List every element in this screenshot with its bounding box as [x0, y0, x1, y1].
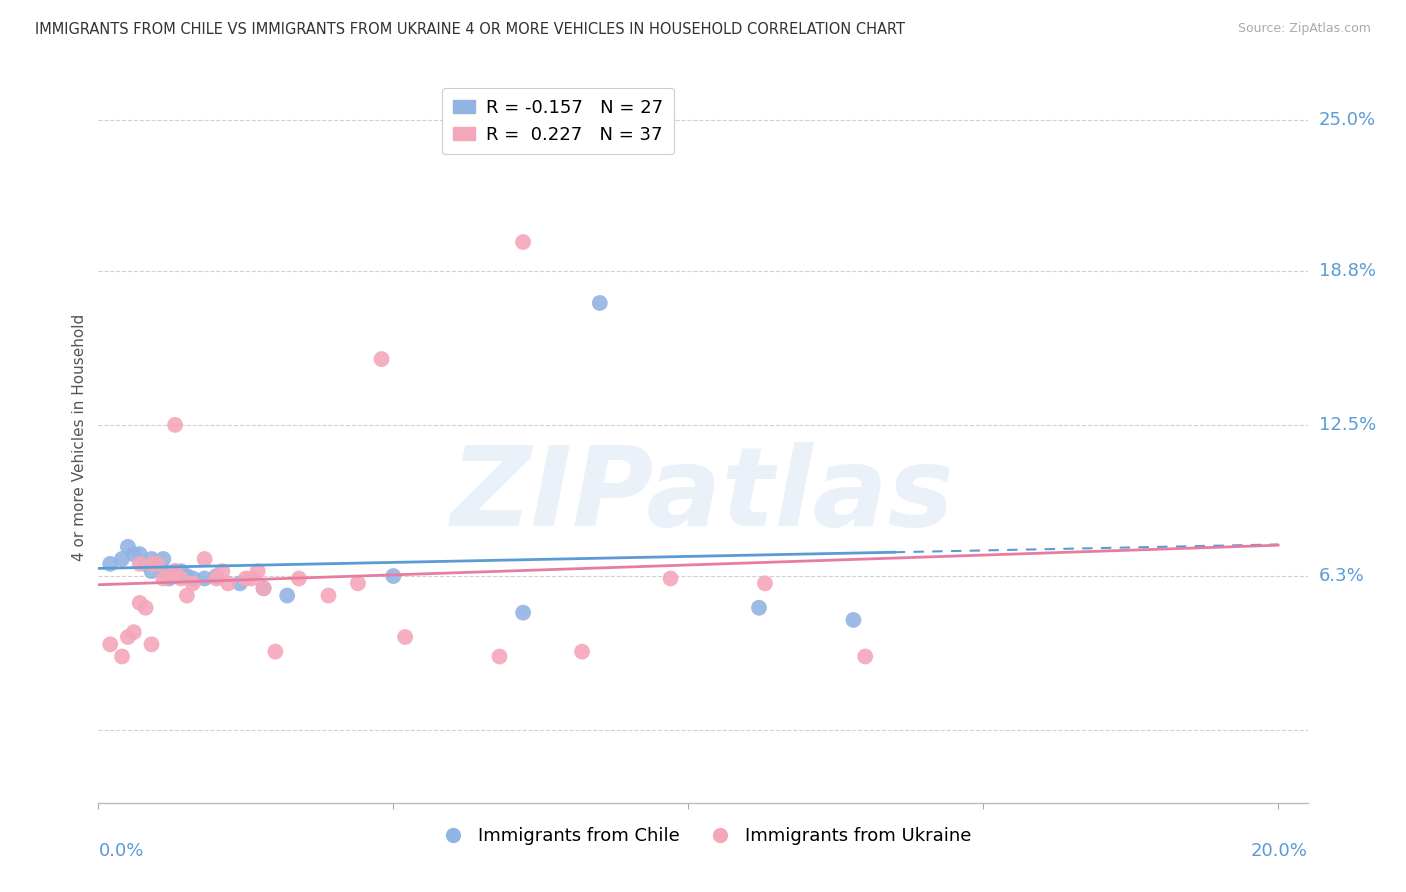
Point: [165, 417, 187, 432]
Text: 6.3%: 6.3%: [1319, 567, 1364, 585]
Point: [205, 572, 228, 586]
Point: [252, 581, 274, 595]
Point: [659, 572, 682, 586]
Point: [141, 552, 163, 566]
Point: [217, 576, 239, 591]
Point: [370, 352, 392, 367]
Point: [488, 649, 510, 664]
Point: [152, 564, 174, 578]
Text: 25.0%: 25.0%: [1319, 112, 1376, 129]
Point: [176, 569, 198, 583]
Point: [170, 572, 193, 586]
Point: [128, 557, 150, 571]
Point: [853, 649, 876, 664]
Point: [146, 557, 169, 571]
Point: [152, 572, 174, 586]
Legend: Immigrants from Chile, Immigrants from Ukraine: Immigrants from Chile, Immigrants from U…: [427, 820, 979, 852]
Point: [122, 625, 145, 640]
Point: [135, 557, 157, 571]
Point: [194, 572, 217, 586]
Point: [205, 569, 228, 583]
Point: [98, 637, 121, 651]
Point: [181, 576, 204, 591]
Point: [264, 645, 287, 659]
Point: [382, 569, 405, 583]
Point: [235, 572, 257, 586]
Point: [117, 540, 139, 554]
Y-axis label: 4 or more Vehicles in Household: 4 or more Vehicles in Household: [72, 313, 87, 561]
Text: IMMIGRANTS FROM CHILE VS IMMIGRANTS FROM UKRAINE 4 OR MORE VEHICLES IN HOUSEHOLD: IMMIGRANTS FROM CHILE VS IMMIGRANTS FROM…: [35, 22, 905, 37]
Point: [252, 581, 274, 595]
Point: [135, 600, 157, 615]
Point: [152, 552, 174, 566]
Text: 0.0%: 0.0%: [98, 842, 143, 860]
Point: [194, 552, 217, 566]
Text: ZIPatlas: ZIPatlas: [451, 442, 955, 549]
Text: Source: ZipAtlas.com: Source: ZipAtlas.com: [1237, 22, 1371, 36]
Point: [276, 589, 298, 603]
Point: [288, 572, 311, 586]
Point: [246, 564, 269, 578]
Point: [117, 630, 139, 644]
Point: [748, 600, 770, 615]
Point: [165, 564, 187, 578]
Point: [181, 572, 204, 586]
Point: [165, 564, 187, 578]
Point: [157, 572, 180, 586]
Point: [165, 569, 187, 583]
Point: [229, 576, 252, 591]
Text: 18.8%: 18.8%: [1319, 262, 1375, 280]
Point: [170, 564, 193, 578]
Point: [98, 557, 121, 571]
Point: [176, 589, 198, 603]
Point: [211, 564, 233, 578]
Point: [141, 557, 163, 571]
Point: [111, 649, 134, 664]
Text: 12.5%: 12.5%: [1319, 416, 1376, 434]
Point: [512, 235, 534, 249]
Point: [128, 596, 150, 610]
Point: [146, 557, 169, 571]
Point: [128, 547, 150, 561]
Point: [111, 552, 134, 566]
Point: [754, 576, 776, 591]
Text: 20.0%: 20.0%: [1251, 842, 1308, 860]
Point: [141, 564, 163, 578]
Point: [842, 613, 865, 627]
Point: [347, 576, 370, 591]
Point: [141, 637, 163, 651]
Point: [512, 606, 534, 620]
Point: [318, 589, 340, 603]
Point: [240, 572, 263, 586]
Point: [122, 547, 145, 561]
Point: [571, 645, 593, 659]
Point: [394, 630, 416, 644]
Point: [589, 296, 612, 310]
Point: [157, 569, 180, 583]
